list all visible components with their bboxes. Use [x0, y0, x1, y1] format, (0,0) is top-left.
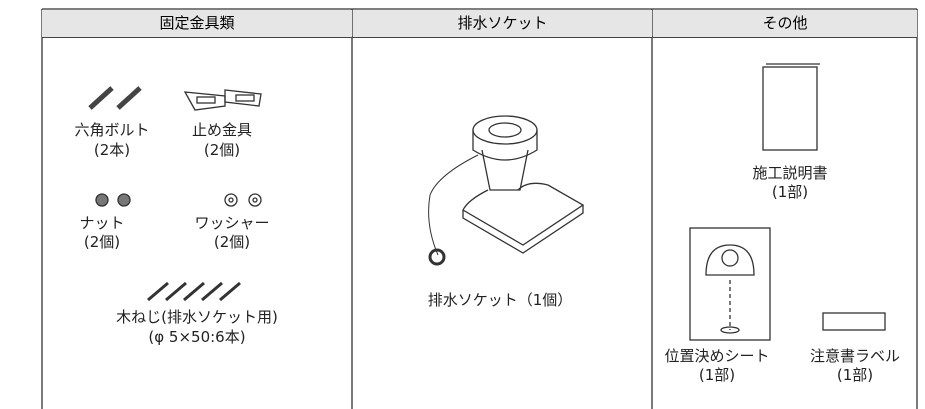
item-qty: (2個) — [83, 233, 121, 251]
item-qty: (1部) — [698, 366, 736, 384]
item-qty: (1部) — [836, 366, 874, 384]
item-name: ワッシャー — [194, 214, 270, 232]
bolts — [88, 86, 142, 110]
col-header: 固定金具類 — [42, 10, 352, 38]
item-qty: (2本) — [93, 141, 131, 159]
item-name: 止め金具 — [191, 121, 253, 139]
col-header: 排水ソケット — [353, 10, 652, 38]
item-name: ナット — [79, 214, 125, 232]
item-name: 位置決めシート — [664, 347, 770, 365]
item-name: 施工説明書 — [752, 164, 828, 182]
caution-label — [822, 312, 886, 331]
item-name: 排水ソケット（1個） — [427, 291, 573, 309]
positioning-sheet — [689, 227, 771, 341]
item-name: 木ねじ(排水ソケット用) — [116, 308, 278, 326]
item-name: 六角ボルト — [74, 121, 150, 139]
manual — [762, 63, 820, 151]
item-qty: (φ 5×50:6本) — [148, 328, 246, 346]
screws — [147, 281, 241, 302]
item-name: 注意書ラベル — [809, 347, 901, 365]
item-qty: (1部) — [771, 183, 809, 201]
item-qty: (2個) — [203, 141, 241, 159]
drain-socket — [428, 115, 585, 266]
item-qty: (2個) — [213, 233, 251, 251]
col-header: その他 — [653, 10, 917, 38]
clips — [183, 89, 262, 111]
washers — [224, 193, 262, 207]
nuts — [95, 193, 131, 207]
